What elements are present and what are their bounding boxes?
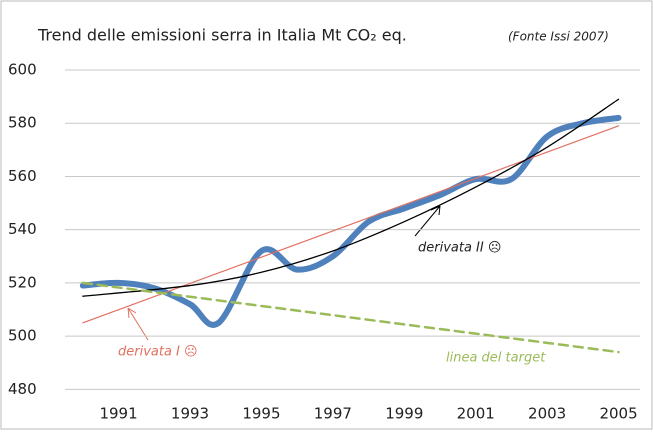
line-series xyxy=(79,114,622,328)
y-tick-label: 480 xyxy=(8,380,37,398)
arrow xyxy=(127,307,149,341)
line-series xyxy=(82,125,620,324)
x-tick-label: 2001 xyxy=(457,405,495,423)
x-tick-label: 1999 xyxy=(385,405,423,423)
y-tick-label: 500 xyxy=(8,327,37,345)
annotation: derivata II ☹ xyxy=(418,241,501,256)
annotation: linea del target xyxy=(446,351,546,366)
y-tick-label: 600 xyxy=(8,60,37,78)
y-tick-label: 580 xyxy=(8,114,37,132)
x-tick-label: 2005 xyxy=(599,405,637,423)
line-series xyxy=(81,281,620,354)
y-tick-label: 540 xyxy=(8,220,37,238)
x-tick-label: 1993 xyxy=(171,405,209,423)
y-tick-label: 560 xyxy=(8,167,37,185)
chart-subtitle: (Fonte Issi 2007) xyxy=(508,30,609,44)
chart-title: Trend delle emissioni serra in Italia Mt… xyxy=(37,26,407,45)
y-tick-label: 520 xyxy=(8,273,37,291)
x-tick-label: 1997 xyxy=(314,405,352,423)
x-tick-label: 1991 xyxy=(99,405,137,423)
x-tick-label: 2003 xyxy=(528,405,566,423)
line-series xyxy=(82,98,620,297)
x-tick-label: 1995 xyxy=(242,405,280,423)
annotation: derivata I ☹ xyxy=(118,345,198,360)
